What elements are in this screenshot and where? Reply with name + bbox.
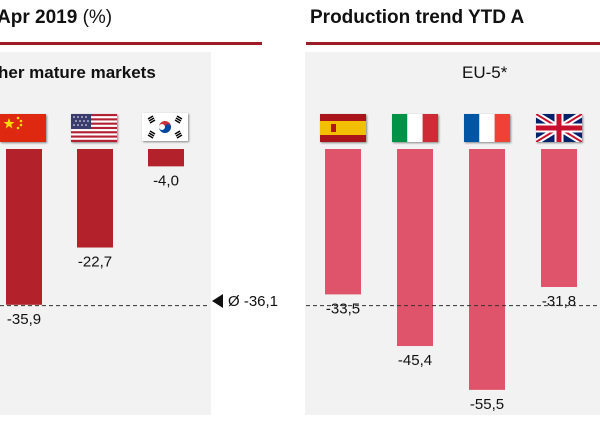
bar-spain xyxy=(325,149,361,295)
south-korea-flag-icon xyxy=(142,113,188,141)
right-chart-title: Production trend YTD A xyxy=(310,7,525,28)
pointer-triangle-icon xyxy=(212,294,223,308)
bar-italy xyxy=(397,149,433,347)
china-flag-icon xyxy=(0,114,46,142)
value-label-usa: -22,7 xyxy=(78,254,112,271)
value-label-china: -35,9 xyxy=(7,311,41,328)
value-label-south-korea: -4,0 xyxy=(153,172,179,189)
right-title-rule xyxy=(306,42,600,45)
left-title-rule xyxy=(0,42,262,45)
average-label: Ø -36,1 xyxy=(228,293,279,310)
value-label-spain: -33,5 xyxy=(326,300,360,317)
bar-united-kingdom xyxy=(541,149,577,288)
right-panel-title: EU-5* xyxy=(462,63,508,82)
uk-flag-icon xyxy=(536,114,582,142)
average-annotation: Ø -36,1 xyxy=(212,293,278,311)
usa-flag-icon xyxy=(71,114,117,142)
italy-flag-icon xyxy=(392,114,438,142)
left-panel-title: her mature markets xyxy=(0,63,156,82)
spain-flag-icon xyxy=(320,114,366,142)
value-label-united-kingdom: -31,8 xyxy=(542,293,576,310)
value-label-france: -55,5 xyxy=(470,396,504,413)
bar-france xyxy=(469,149,505,390)
france-flag-icon xyxy=(464,114,510,142)
bar-south-korea xyxy=(148,149,184,167)
bar-usa xyxy=(77,149,113,248)
bar-china xyxy=(6,149,42,305)
value-label-italy: -45,4 xyxy=(398,352,432,369)
left-chart-title: Apr 2019 (%) xyxy=(0,7,113,28)
